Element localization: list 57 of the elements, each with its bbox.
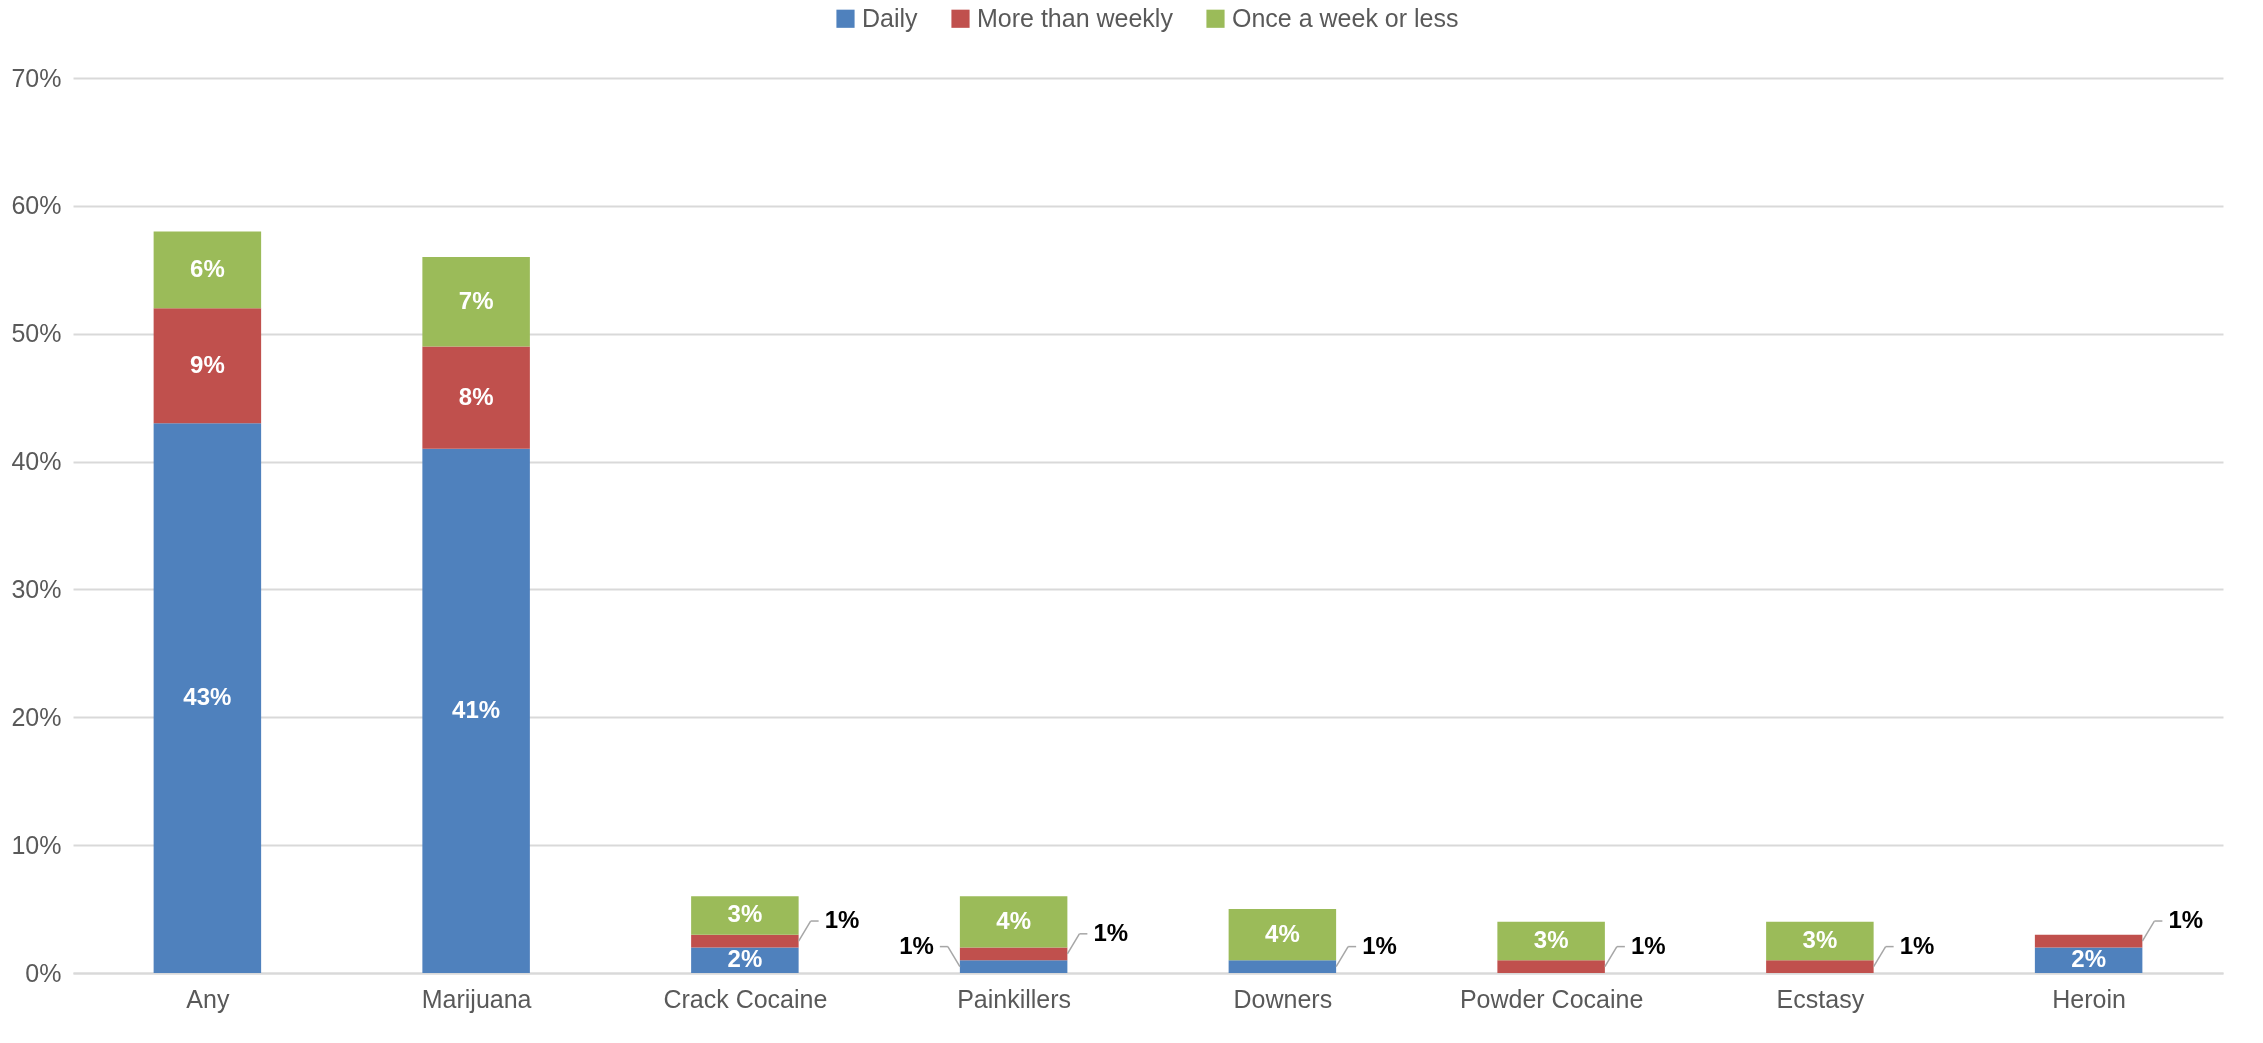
data-label: 3%: [727, 900, 763, 928]
data-label: 4%: [996, 906, 1031, 934]
y-tick-label: 20%: [11, 702, 62, 731]
data-label: 8%: [458, 382, 494, 410]
data-label: 1%: [1093, 918, 1129, 946]
data-label: 41%: [452, 695, 501, 723]
data-label: 9%: [190, 350, 225, 378]
bar: [1228, 909, 1337, 961]
data-label: 2%: [727, 945, 763, 973]
data-label: 1%: [824, 906, 860, 934]
legend-label: Daily: [862, 3, 919, 32]
bar: [691, 934, 799, 948]
bar: [1497, 921, 1605, 961]
bar: [1497, 960, 1605, 973]
y-tick-label: 40%: [11, 447, 62, 476]
bar: [959, 896, 1068, 948]
y-tick-label: 60%: [11, 191, 62, 220]
y-tick-label: 50%: [11, 319, 62, 348]
bar: [153, 308, 262, 424]
x-tick-label: Heroin: [2052, 984, 2126, 1013]
data-label: 3%: [1802, 926, 1838, 954]
y-tick-label: 0%: [25, 958, 62, 987]
data-label: 1%: [2168, 906, 2204, 934]
bar: [691, 896, 799, 935]
data-label: 43%: [183, 683, 232, 711]
data-label: 7%: [458, 286, 494, 314]
bar: [422, 448, 530, 973]
bar: [153, 423, 262, 973]
legend-label: Once a week or less: [1232, 3, 1459, 32]
data-label: 1%: [1362, 931, 1397, 959]
data-label: 3%: [1533, 926, 1569, 954]
y-tick-label: 10%: [11, 830, 62, 859]
bar: [959, 947, 1068, 961]
x-tick-label: Crack Cocaine: [663, 984, 828, 1013]
data-label: 2%: [2071, 945, 2106, 973]
bar: [1766, 960, 1874, 973]
data-label: 1%: [1630, 931, 1666, 959]
bar: [2034, 934, 2143, 948]
x-tick-label: Downers: [1233, 984, 1333, 1013]
x-tick-label: Powder Cocaine: [1459, 984, 1644, 1013]
y-tick-label: 30%: [11, 574, 62, 603]
bar: [959, 960, 1068, 973]
x-tick-label: Painkillers: [957, 984, 1072, 1013]
data-label: 6%: [190, 254, 225, 282]
x-tick-label: Marijuana: [421, 984, 532, 1013]
bar: [422, 257, 530, 347]
bar: [422, 346, 530, 449]
y-tick-label: 70%: [11, 63, 62, 92]
legend-label: More than weekly: [977, 3, 1174, 32]
data-label: 1%: [1899, 931, 1935, 959]
bar: [1766, 921, 1874, 961]
bar: [153, 231, 262, 309]
x-tick-label: Ecstasy: [1776, 984, 1865, 1013]
data-label: 4%: [1265, 919, 1300, 947]
bar: [1228, 960, 1337, 973]
x-tick-label: Any: [186, 984, 230, 1013]
data-label: 1%: [899, 931, 934, 959]
